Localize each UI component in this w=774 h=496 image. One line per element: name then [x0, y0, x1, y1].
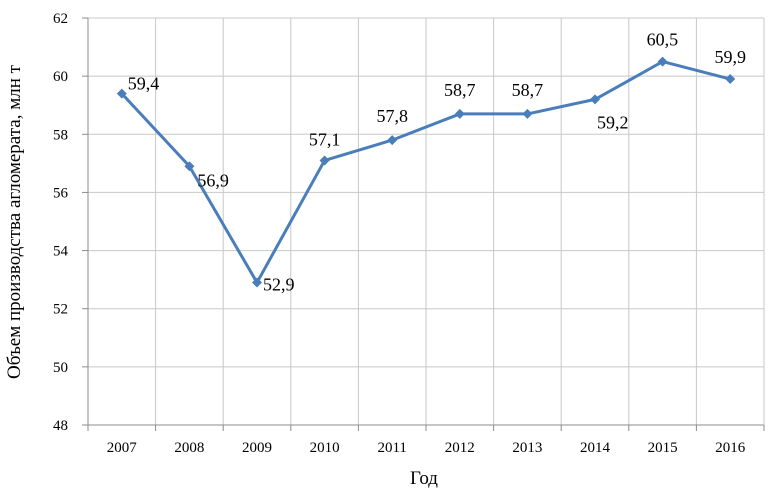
x-tick-label: 2010 [310, 440, 340, 456]
x-tick-label: 2007 [107, 440, 138, 456]
data-label: 58,7 [444, 80, 476, 100]
data-point-marker [116, 88, 127, 99]
data-label: 59,2 [597, 112, 629, 132]
data-label: 57,1 [309, 129, 341, 149]
data-labels: 59,4 56,9 52,9 57,1 57,8 58,7 58,7 59,2 60,5 59,9 [128, 30, 746, 295]
data-point-marker [387, 135, 398, 146]
series [116, 56, 736, 288]
x-tick-label: 2015 [648, 440, 678, 456]
gridlines [87, 17, 765, 425]
data-point-marker [725, 74, 736, 85]
y-tick-label: 58 [53, 127, 68, 143]
x-tick-label: 2016 [715, 440, 746, 456]
x-tick-label: 2013 [512, 440, 542, 456]
series-line [120, 60, 731, 285]
data-label: 59,9 [714, 47, 746, 67]
data-point-marker [319, 155, 330, 166]
data-label: 58,7 [512, 80, 544, 100]
x-tick-label: 2012 [445, 440, 475, 456]
data-point-marker [522, 108, 533, 119]
data-label: 52,9 [263, 275, 295, 295]
data-point-marker [184, 161, 195, 172]
y-tick-label: 60 [53, 69, 68, 85]
y-tick-label: 54 [53, 244, 69, 260]
data-point-marker [454, 108, 465, 119]
x-tick-label: 2014 [580, 440, 611, 456]
axes: 48 50 52 54 56 58 60 62 2007 2008 2009 2010 2011 2012… [53, 11, 765, 456]
y-tick-label: 48 [53, 418, 68, 434]
data-label: 56,9 [197, 170, 229, 190]
y-tick-label: 50 [53, 360, 68, 376]
data-point-marker [252, 277, 262, 288]
y-tick-label: 56 [53, 185, 69, 201]
x-tick-label: 2011 [377, 440, 406, 456]
data-label: 57,8 [376, 106, 408, 126]
data-label: 60,5 [647, 30, 679, 50]
y-axis-title: Объем производства агломерата, млн т [4, 64, 25, 379]
x-axis-title: Год [410, 468, 438, 489]
data-point-marker [657, 56, 668, 67]
x-tick-label: 2008 [174, 440, 204, 456]
data-label: 59,4 [128, 74, 160, 94]
x-tick-label: 2009 [242, 440, 272, 456]
y-tick-label: 62 [53, 11, 68, 27]
y-tick-label: 52 [53, 302, 68, 318]
data-point-marker [590, 94, 600, 105]
